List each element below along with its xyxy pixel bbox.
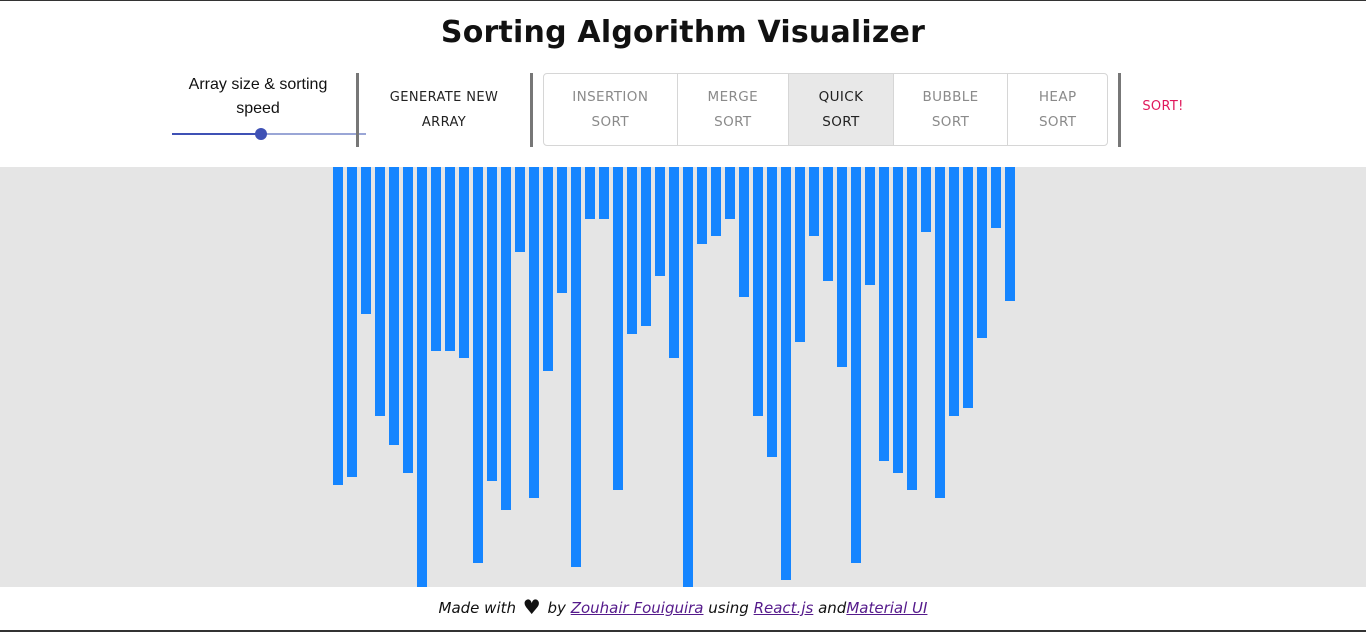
array-bar bbox=[655, 167, 665, 276]
algo-label-line2: SORT bbox=[931, 113, 970, 130]
array-bar bbox=[935, 167, 945, 498]
array-bar bbox=[893, 167, 903, 473]
array-bar bbox=[347, 167, 357, 477]
array-bar bbox=[473, 167, 483, 563]
generate-label-line2: ARRAY bbox=[421, 115, 467, 130]
algo-label-line1: HEAP bbox=[1038, 88, 1077, 105]
array-bar bbox=[725, 167, 735, 219]
footer-by: by bbox=[547, 599, 566, 617]
algo-label-line2: SORT bbox=[1038, 113, 1077, 130]
array-bar bbox=[599, 167, 609, 219]
algo-label-line1: BUBBLE bbox=[922, 88, 979, 105]
author-link[interactable]: Zouhair Fouiguira bbox=[570, 599, 704, 617]
divider bbox=[530, 73, 533, 147]
array-bar bbox=[459, 167, 469, 358]
divider bbox=[356, 73, 359, 147]
array-bar bbox=[739, 167, 749, 297]
generate-label-line1: GENERATE NEW bbox=[389, 90, 499, 105]
divider bbox=[1118, 73, 1121, 147]
slider-track[interactable] bbox=[172, 128, 366, 140]
algo-label-line1: INSERTION bbox=[572, 88, 649, 105]
footer-using: using bbox=[708, 599, 749, 617]
algo-label-line1: QUICK bbox=[818, 88, 864, 105]
heart-icon: ♥ bbox=[522, 595, 541, 619]
array-bar bbox=[641, 167, 651, 326]
array-bar bbox=[585, 167, 595, 219]
array-bar bbox=[333, 167, 343, 485]
algo-label-line2: SORT bbox=[822, 113, 860, 130]
array-bar bbox=[963, 167, 973, 408]
slider-thumb[interactable] bbox=[255, 128, 268, 140]
array-bar bbox=[417, 167, 427, 587]
bubble-sort-button[interactable]: BUBBLE SORT bbox=[894, 74, 1009, 145]
react-link[interactable]: React.js bbox=[753, 599, 814, 617]
array-bar bbox=[823, 167, 833, 281]
array-bar bbox=[851, 167, 861, 563]
slider-fill bbox=[172, 133, 262, 135]
array-bar bbox=[669, 167, 679, 358]
slider-label: Array size & sorting speed bbox=[188, 76, 328, 117]
quick-sort-button[interactable]: QUICK SORT bbox=[789, 74, 894, 145]
array-bar bbox=[445, 167, 455, 351]
array-bar bbox=[389, 167, 399, 445]
array-bar bbox=[403, 167, 413, 473]
page-title: Sorting Algorithm Visualizer bbox=[440, 15, 926, 50]
array-bar bbox=[613, 167, 623, 490]
array-bar bbox=[627, 167, 637, 334]
array-visualization bbox=[0, 167, 1366, 587]
material-ui-link[interactable]: Material UI bbox=[846, 599, 928, 617]
array-bar bbox=[571, 167, 581, 567]
array-bar bbox=[711, 167, 721, 236]
array-bar bbox=[781, 167, 791, 580]
array-bar bbox=[795, 167, 805, 342]
array-bar bbox=[375, 167, 385, 416]
array-bar bbox=[949, 167, 959, 416]
sort-button[interactable]: SORT! bbox=[1142, 99, 1184, 114]
heap-sort-button[interactable]: HEAP SORT bbox=[1008, 74, 1107, 145]
array-bar bbox=[515, 167, 525, 252]
footer: Made with ♥ by Zouhair Fouiguira using R… bbox=[0, 595, 1366, 619]
array-bar bbox=[809, 167, 819, 236]
footer-made-with: Made with bbox=[438, 599, 517, 617]
array-bar bbox=[529, 167, 539, 498]
generate-new-array-button[interactable]: GENERATE NEW ARRAY bbox=[380, 85, 508, 135]
algo-label-line1: MERGE bbox=[707, 88, 759, 105]
array-bar bbox=[865, 167, 875, 285]
algo-label-line2: SORT bbox=[714, 113, 752, 130]
array-bar bbox=[879, 167, 889, 461]
array-bar bbox=[543, 167, 553, 371]
array-bar bbox=[753, 167, 763, 416]
array-bar bbox=[1005, 167, 1015, 301]
array-bar bbox=[837, 167, 847, 367]
array-bar bbox=[361, 167, 371, 314]
array-bar bbox=[501, 167, 511, 510]
array-size-speed-control: Array size & sorting speed bbox=[170, 71, 366, 147]
array-bar bbox=[991, 167, 1001, 228]
array-bar bbox=[977, 167, 987, 338]
array-bar bbox=[921, 167, 931, 232]
array-bar bbox=[557, 167, 567, 293]
footer-and: and bbox=[818, 599, 847, 617]
array-bar bbox=[487, 167, 497, 481]
insertion-sort-button[interactable]: INSERTION SORT bbox=[544, 74, 678, 145]
array-bar bbox=[431, 167, 441, 351]
array-bar bbox=[767, 167, 777, 457]
algo-label-line2: SORT bbox=[591, 113, 629, 130]
array-bar bbox=[683, 167, 693, 587]
array-bar bbox=[697, 167, 707, 244]
algorithm-button-group: INSERTION SORT MERGE SORT QUICK SORT BUBBLE… bbox=[543, 73, 1108, 146]
merge-sort-button[interactable]: MERGE SORT bbox=[678, 74, 790, 145]
array-bar bbox=[907, 167, 917, 490]
